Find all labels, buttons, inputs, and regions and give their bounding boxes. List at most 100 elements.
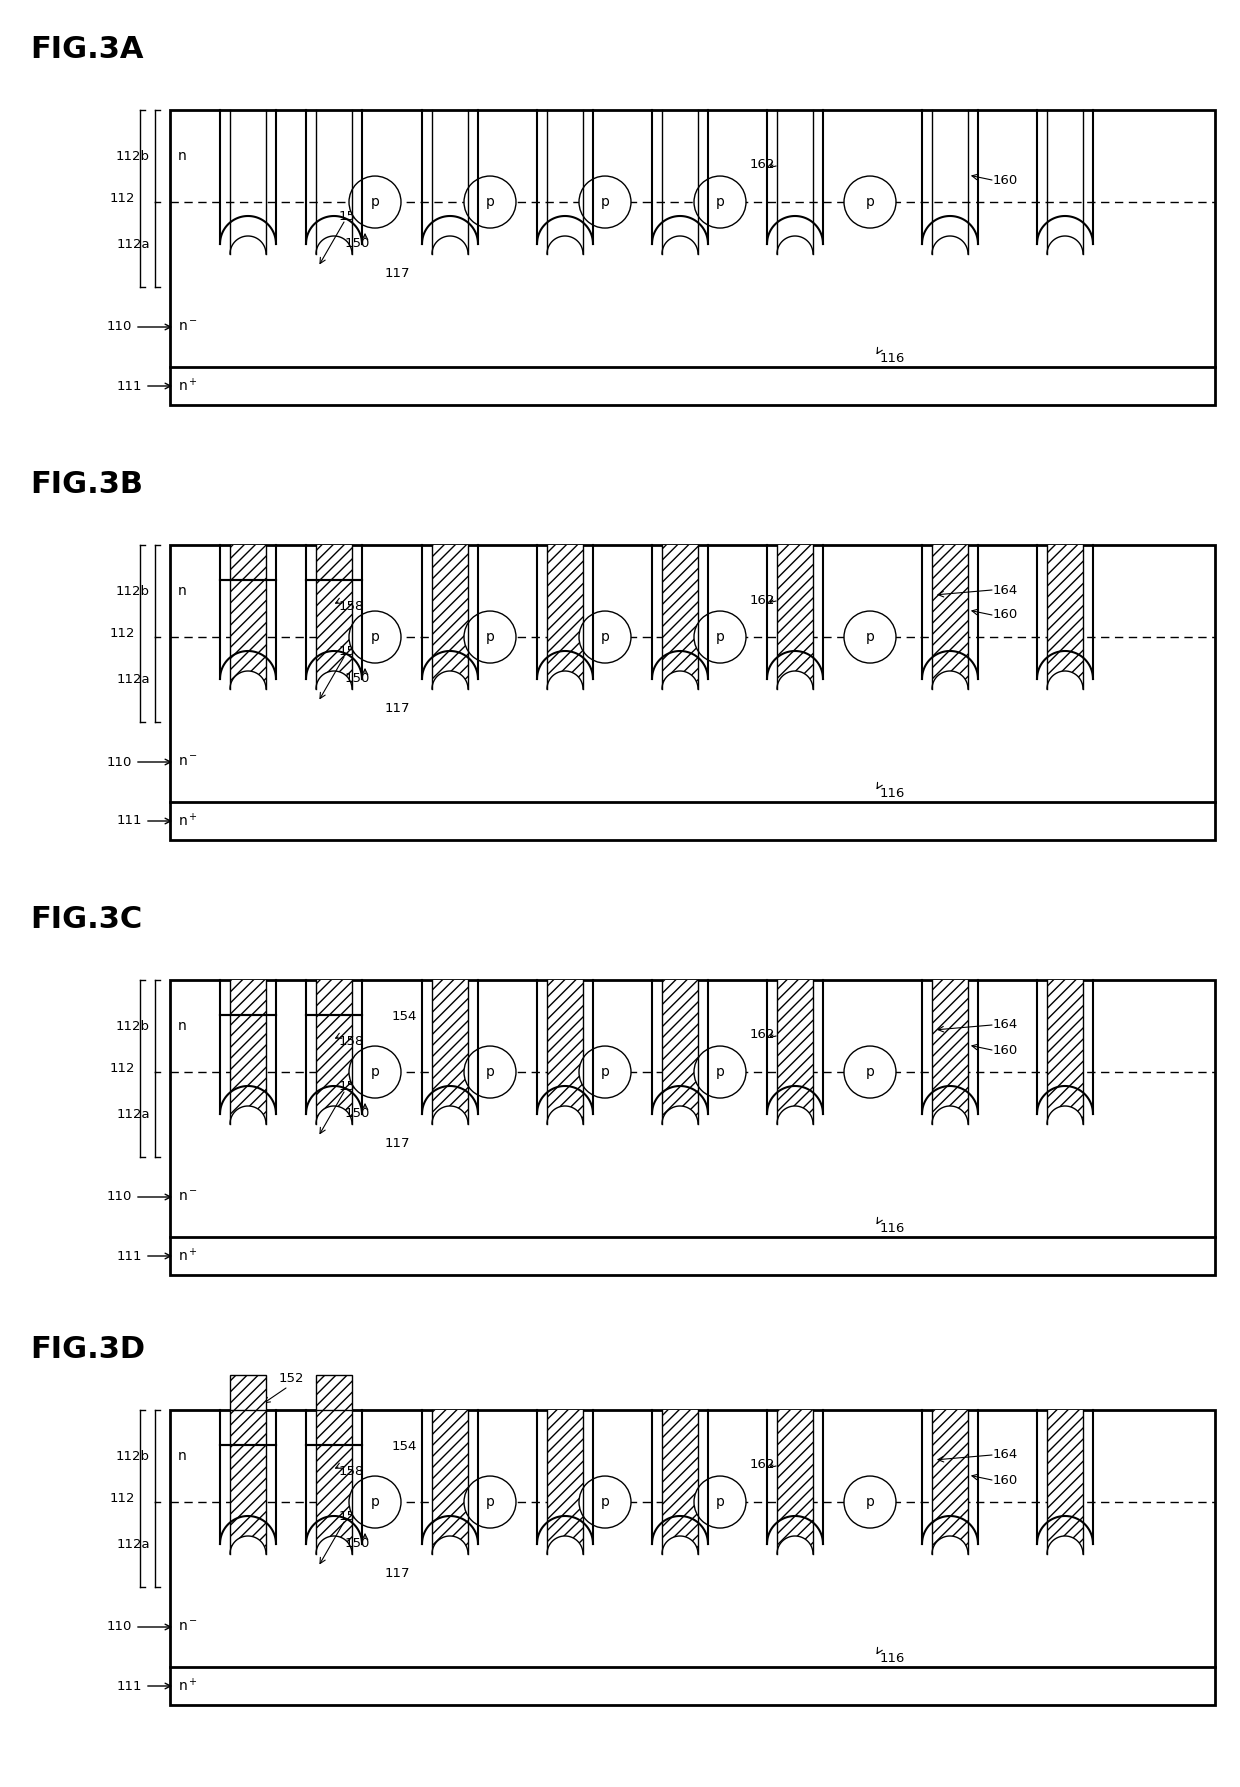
Text: 156: 156 [339, 211, 365, 223]
Text: 110: 110 [107, 756, 131, 768]
Text: 117: 117 [384, 702, 410, 715]
Circle shape [464, 177, 516, 229]
Circle shape [844, 1045, 897, 1097]
Polygon shape [316, 670, 352, 690]
Circle shape [464, 1045, 516, 1097]
Polygon shape [777, 670, 813, 690]
Text: 156: 156 [339, 1079, 365, 1094]
Text: p: p [715, 1496, 724, 1508]
Text: p: p [486, 1496, 495, 1508]
Bar [316, 1410, 352, 1555]
Circle shape [348, 1045, 401, 1097]
Circle shape [579, 1476, 631, 1528]
Text: p: p [866, 631, 874, 643]
Bar [316, 979, 352, 1124]
Bar [170, 1410, 1215, 1705]
Text: 117: 117 [384, 1567, 410, 1580]
Text: 116: 116 [880, 786, 905, 801]
Text: 116: 116 [880, 1651, 905, 1665]
Bar [547, 545, 583, 690]
Polygon shape [229, 670, 267, 690]
Circle shape [694, 177, 746, 229]
Circle shape [464, 611, 516, 663]
Text: n$^+$: n$^+$ [179, 813, 198, 829]
Polygon shape [932, 1106, 968, 1124]
Text: 110: 110 [107, 320, 131, 334]
Text: p: p [371, 1065, 379, 1079]
Text: p: p [715, 195, 724, 209]
Text: p: p [866, 195, 874, 209]
Text: n$^-$: n$^-$ [179, 754, 198, 768]
Bar [777, 545, 813, 690]
Text: n: n [179, 148, 187, 163]
Bar [932, 1410, 968, 1555]
Bar [547, 1410, 583, 1555]
Polygon shape [432, 670, 467, 690]
Text: 112b: 112b [117, 1449, 150, 1462]
Text: p: p [600, 195, 609, 209]
Bar [432, 545, 467, 690]
Bar [1047, 979, 1083, 1124]
Text: 112: 112 [109, 627, 135, 640]
Polygon shape [777, 1537, 813, 1555]
Polygon shape [662, 1106, 698, 1124]
Text: 160: 160 [993, 609, 1018, 622]
Bar [547, 979, 583, 1124]
Text: p: p [715, 1065, 724, 1079]
Text: 112: 112 [109, 191, 135, 206]
Text: 112b: 112b [117, 584, 150, 597]
Text: n: n [179, 584, 187, 599]
Circle shape [694, 1045, 746, 1097]
Bar [170, 979, 1215, 1274]
Text: n$^-$: n$^-$ [179, 1190, 198, 1204]
Text: 150: 150 [345, 1106, 370, 1120]
Circle shape [348, 177, 401, 229]
Text: 152: 152 [278, 1372, 304, 1385]
Polygon shape [1047, 670, 1083, 690]
Text: 112: 112 [109, 1492, 135, 1505]
Polygon shape [547, 1106, 583, 1124]
Text: 158: 158 [339, 1035, 365, 1047]
Text: 112b: 112b [117, 150, 150, 163]
Text: 162: 162 [750, 1029, 775, 1042]
Polygon shape [229, 1537, 267, 1555]
Text: 117: 117 [384, 1137, 410, 1151]
Polygon shape [777, 1106, 813, 1124]
Text: 158: 158 [339, 1465, 365, 1478]
Circle shape [464, 1476, 516, 1528]
Bar [316, 545, 352, 690]
Polygon shape [432, 1537, 467, 1555]
Circle shape [348, 1476, 401, 1528]
Bar [170, 545, 1215, 840]
Text: 116: 116 [880, 1222, 905, 1235]
Polygon shape [547, 1537, 583, 1555]
Bar [932, 545, 968, 690]
Text: 110: 110 [107, 1190, 131, 1203]
Circle shape [579, 177, 631, 229]
Bar [432, 1410, 467, 1555]
Bar [662, 979, 698, 1124]
Text: 164: 164 [993, 584, 1018, 597]
Bar [316, 1374, 352, 1410]
Polygon shape [316, 1537, 352, 1555]
Bar [432, 979, 467, 1124]
Circle shape [844, 1476, 897, 1528]
Text: 158: 158 [339, 600, 365, 613]
Text: p: p [600, 631, 609, 643]
Text: 112a: 112a [117, 238, 150, 250]
Text: 150: 150 [345, 238, 370, 250]
Text: FIG.3D: FIG.3D [30, 1335, 145, 1363]
Text: 164: 164 [993, 1019, 1018, 1031]
Polygon shape [1047, 1537, 1083, 1555]
Polygon shape [316, 1106, 352, 1124]
Text: n$^+$: n$^+$ [179, 377, 198, 395]
Text: FIG.3C: FIG.3C [30, 904, 143, 935]
Text: 110: 110 [107, 1621, 131, 1633]
Text: 111: 111 [117, 1249, 143, 1262]
Text: n: n [179, 1019, 187, 1033]
Text: 162: 162 [750, 159, 775, 172]
Polygon shape [932, 670, 968, 690]
Circle shape [844, 177, 897, 229]
Text: 112a: 112a [117, 674, 150, 686]
Polygon shape [932, 1537, 968, 1555]
